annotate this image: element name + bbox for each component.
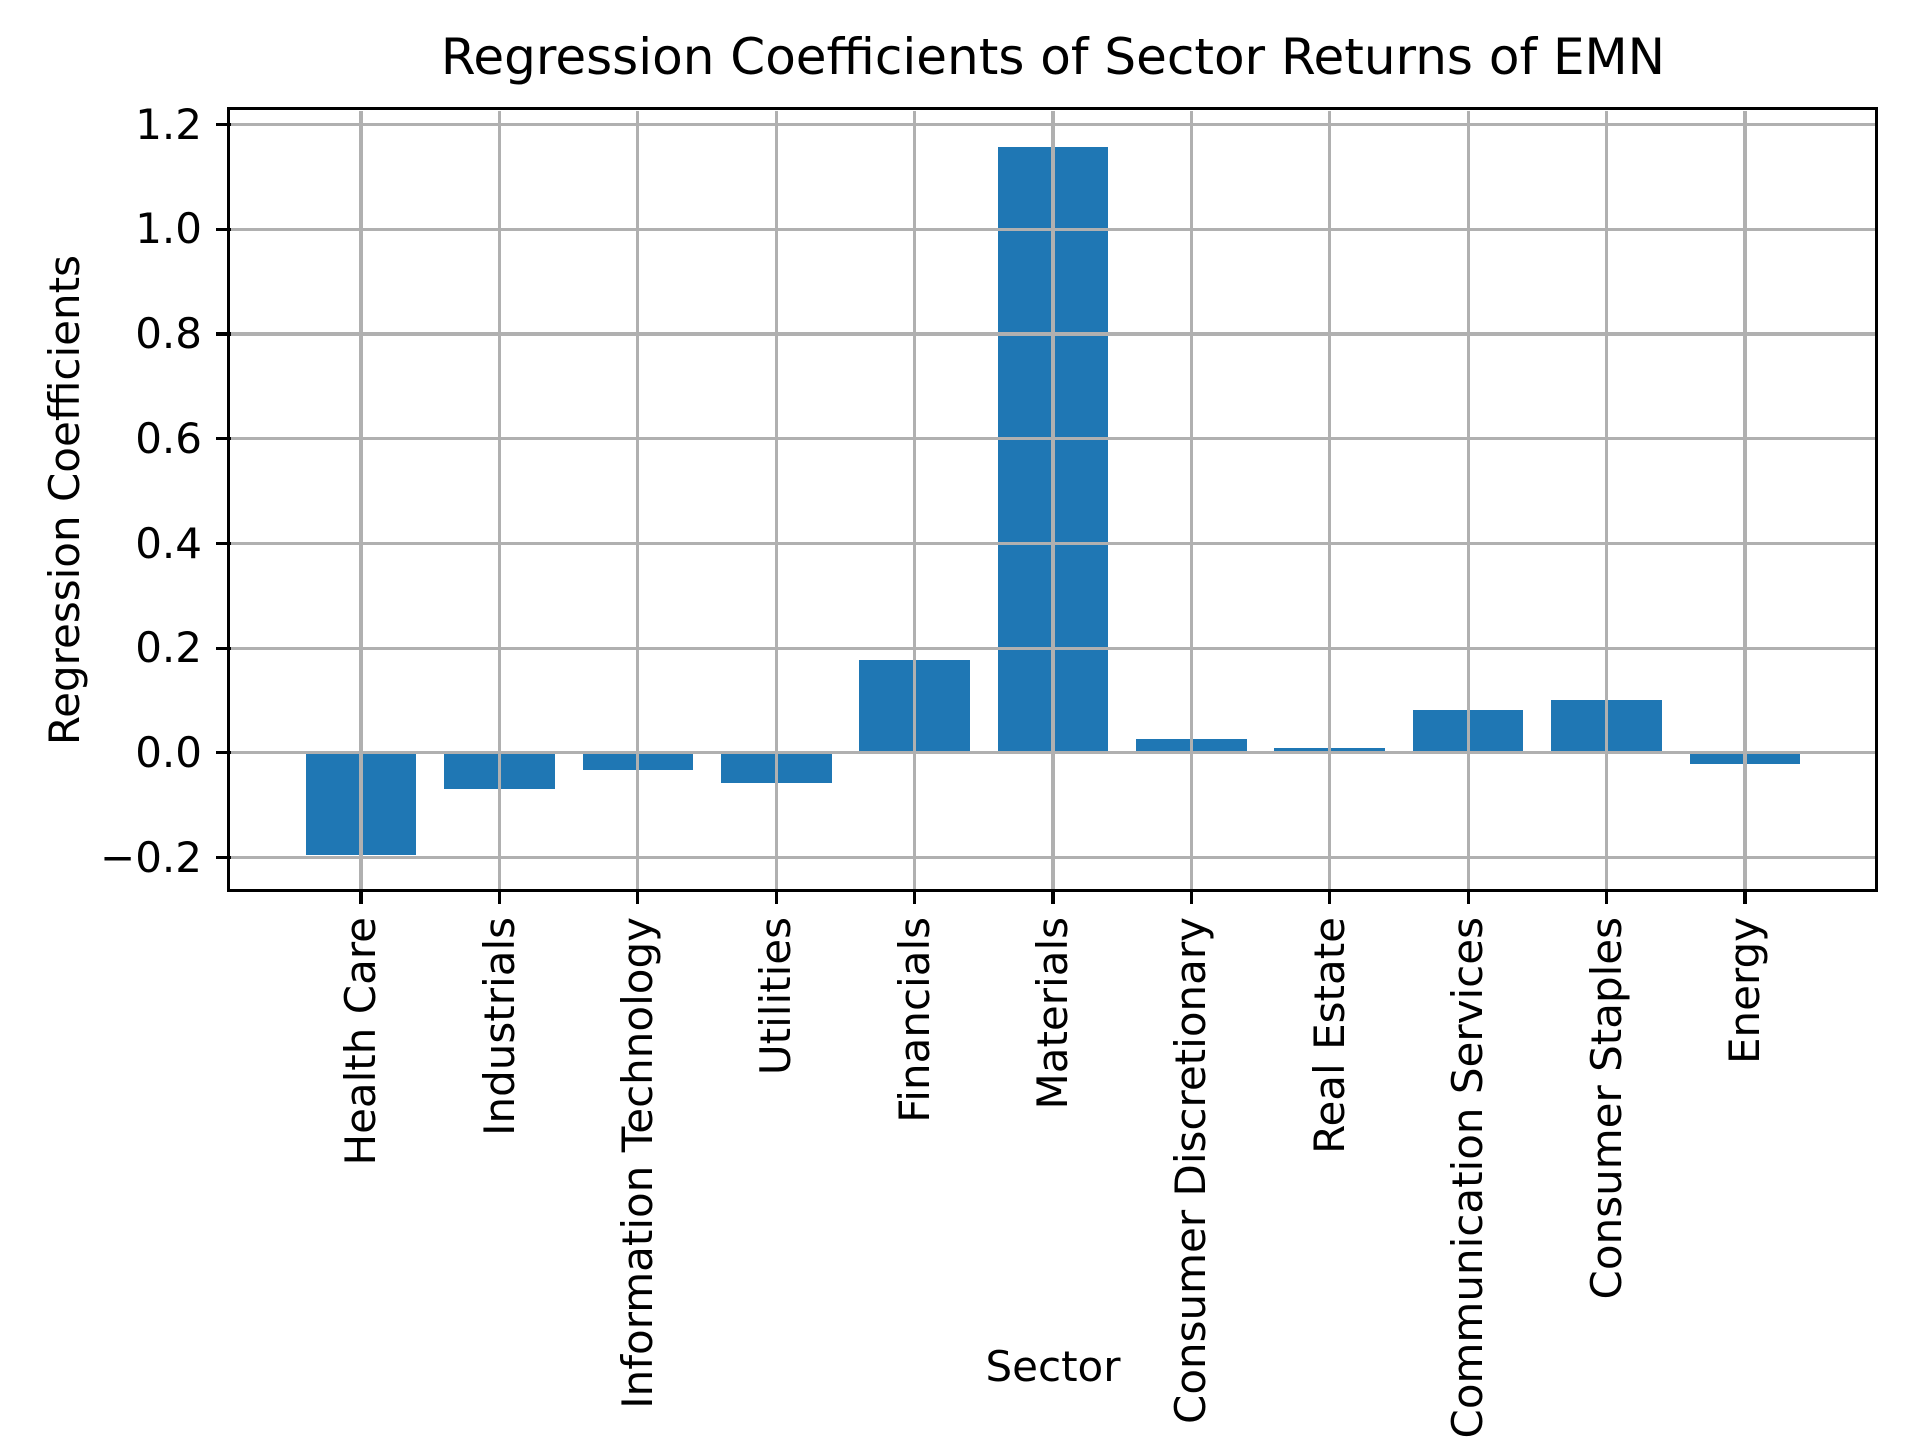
- y-tick-label: 0.6: [135, 413, 202, 463]
- chart-title: Regression Coefficients of Sector Return…: [440, 28, 1666, 86]
- gridline-horizontal: [231, 751, 1875, 755]
- x-tick-label-consumer-staples: Consumer Staples: [1581, 917, 1631, 1300]
- x-tick-label-information-technology: Information Technology: [612, 917, 662, 1409]
- y-tick-mark: [216, 855, 231, 860]
- x-tick-mark: [1466, 889, 1470, 904]
- y-tick-label: 0.4: [135, 518, 202, 568]
- gridline-horizontal: [231, 541, 1875, 546]
- y-tick-mark: [216, 227, 231, 231]
- x-tick-mark: [1743, 889, 1747, 904]
- gridline-vertical: [1051, 111, 1055, 889]
- x-axis-label: Sector: [985, 1342, 1121, 1391]
- x-tick-mark: [1328, 889, 1332, 904]
- x-tick-label-utilities: Utilities: [751, 917, 801, 1076]
- x-tick-label-industrials: Industrials: [474, 917, 524, 1136]
- gridline-horizontal: [231, 123, 1875, 127]
- gridline-vertical: [1743, 111, 1747, 889]
- gridline-vertical: [636, 111, 640, 889]
- gridline-vertical: [1466, 111, 1470, 889]
- x-tick-label-energy: Energy: [1719, 917, 1769, 1065]
- y-tick-label: 1.0: [135, 204, 202, 254]
- gridline-horizontal: [231, 227, 1875, 231]
- x-tick-mark: [359, 889, 363, 904]
- gridline-horizontal: [231, 437, 1875, 441]
- y-tick-label: 0.0: [135, 727, 202, 777]
- x-tick-label-materials: Materials: [1028, 917, 1077, 1110]
- y-tick-label: 0.2: [135, 623, 202, 673]
- y-tick-mark: [216, 123, 231, 127]
- gridline-vertical: [1189, 111, 1193, 889]
- x-tick-mark: [913, 889, 917, 904]
- gridline-vertical: [359, 111, 363, 889]
- y-tick-mark: [216, 646, 231, 650]
- x-tick-mark: [636, 889, 640, 904]
- gridline-horizontal: [231, 332, 1875, 336]
- gridline-vertical: [913, 111, 917, 889]
- y-tick-label: 1.2: [135, 99, 202, 149]
- x-tick-label-real-estate: Real Estate: [1304, 917, 1354, 1154]
- gridline-horizontal: [231, 855, 1875, 860]
- y-tick-mark: [216, 541, 231, 546]
- gridline-vertical: [1604, 111, 1609, 889]
- y-tick-label: 0.8: [135, 309, 202, 358]
- y-tick-mark: [216, 332, 231, 336]
- x-tick-mark: [1189, 889, 1193, 904]
- x-tick-label-financials: Financials: [889, 917, 939, 1123]
- x-tick-mark: [774, 889, 778, 904]
- x-tick-mark: [1604, 889, 1609, 904]
- gridline-horizontal: [231, 646, 1875, 650]
- x-tick-mark: [1051, 889, 1055, 904]
- gridline-vertical: [497, 111, 502, 889]
- gridline-vertical: [774, 111, 778, 889]
- gridline-vertical: [1328, 111, 1332, 889]
- y-tick-mark: [216, 751, 231, 755]
- x-tick-mark: [497, 889, 502, 904]
- y-tick-label: −0.2: [100, 832, 202, 882]
- y-tick-mark: [216, 437, 231, 441]
- x-tick-label-health-care: Health Care: [336, 917, 386, 1166]
